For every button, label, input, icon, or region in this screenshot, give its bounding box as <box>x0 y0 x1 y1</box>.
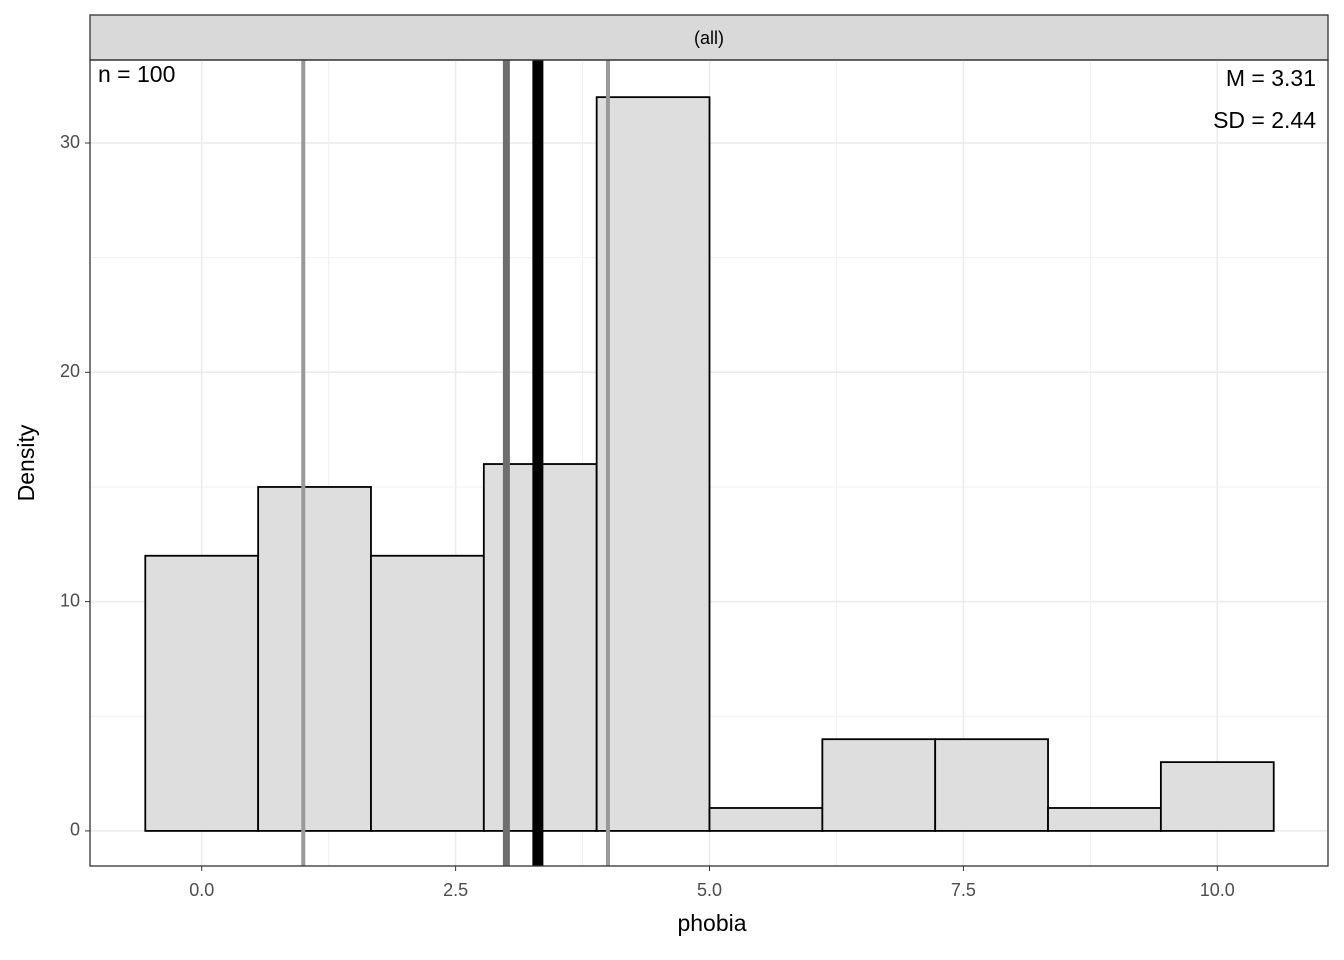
bar <box>934 738 1049 832</box>
y-tick-label: 10 <box>60 590 80 610</box>
bar <box>708 807 824 832</box>
x-tick-label: 5.0 <box>697 880 722 900</box>
annotation: n = 100 <box>98 61 175 87</box>
y-tick-label: 30 <box>60 132 80 152</box>
bar <box>257 486 372 832</box>
x-axis-title: phobia <box>677 910 746 936</box>
panel-border <box>89 59 1329 867</box>
bar <box>821 738 937 832</box>
bar <box>595 96 711 832</box>
annotation: SD = 2.44 <box>1213 107 1316 133</box>
annotation: M = 3.31 <box>1226 65 1316 91</box>
y-axis-title: Density <box>13 424 39 501</box>
bar <box>1159 761 1275 832</box>
bar <box>1047 807 1162 832</box>
x-tick-label: 0.0 <box>189 880 214 900</box>
bar <box>144 554 260 832</box>
y-tick-label: 0 <box>70 820 80 840</box>
bar <box>370 554 485 832</box>
plot-area <box>89 59 1329 867</box>
strip-label: (all) <box>694 28 724 48</box>
x-tick-label: 7.5 <box>951 880 976 900</box>
x-tick-label: 2.5 <box>443 880 468 900</box>
x-tick-label: 10.0 <box>1200 880 1235 900</box>
strip <box>89 14 1329 61</box>
y-tick-label: 20 <box>60 361 80 381</box>
